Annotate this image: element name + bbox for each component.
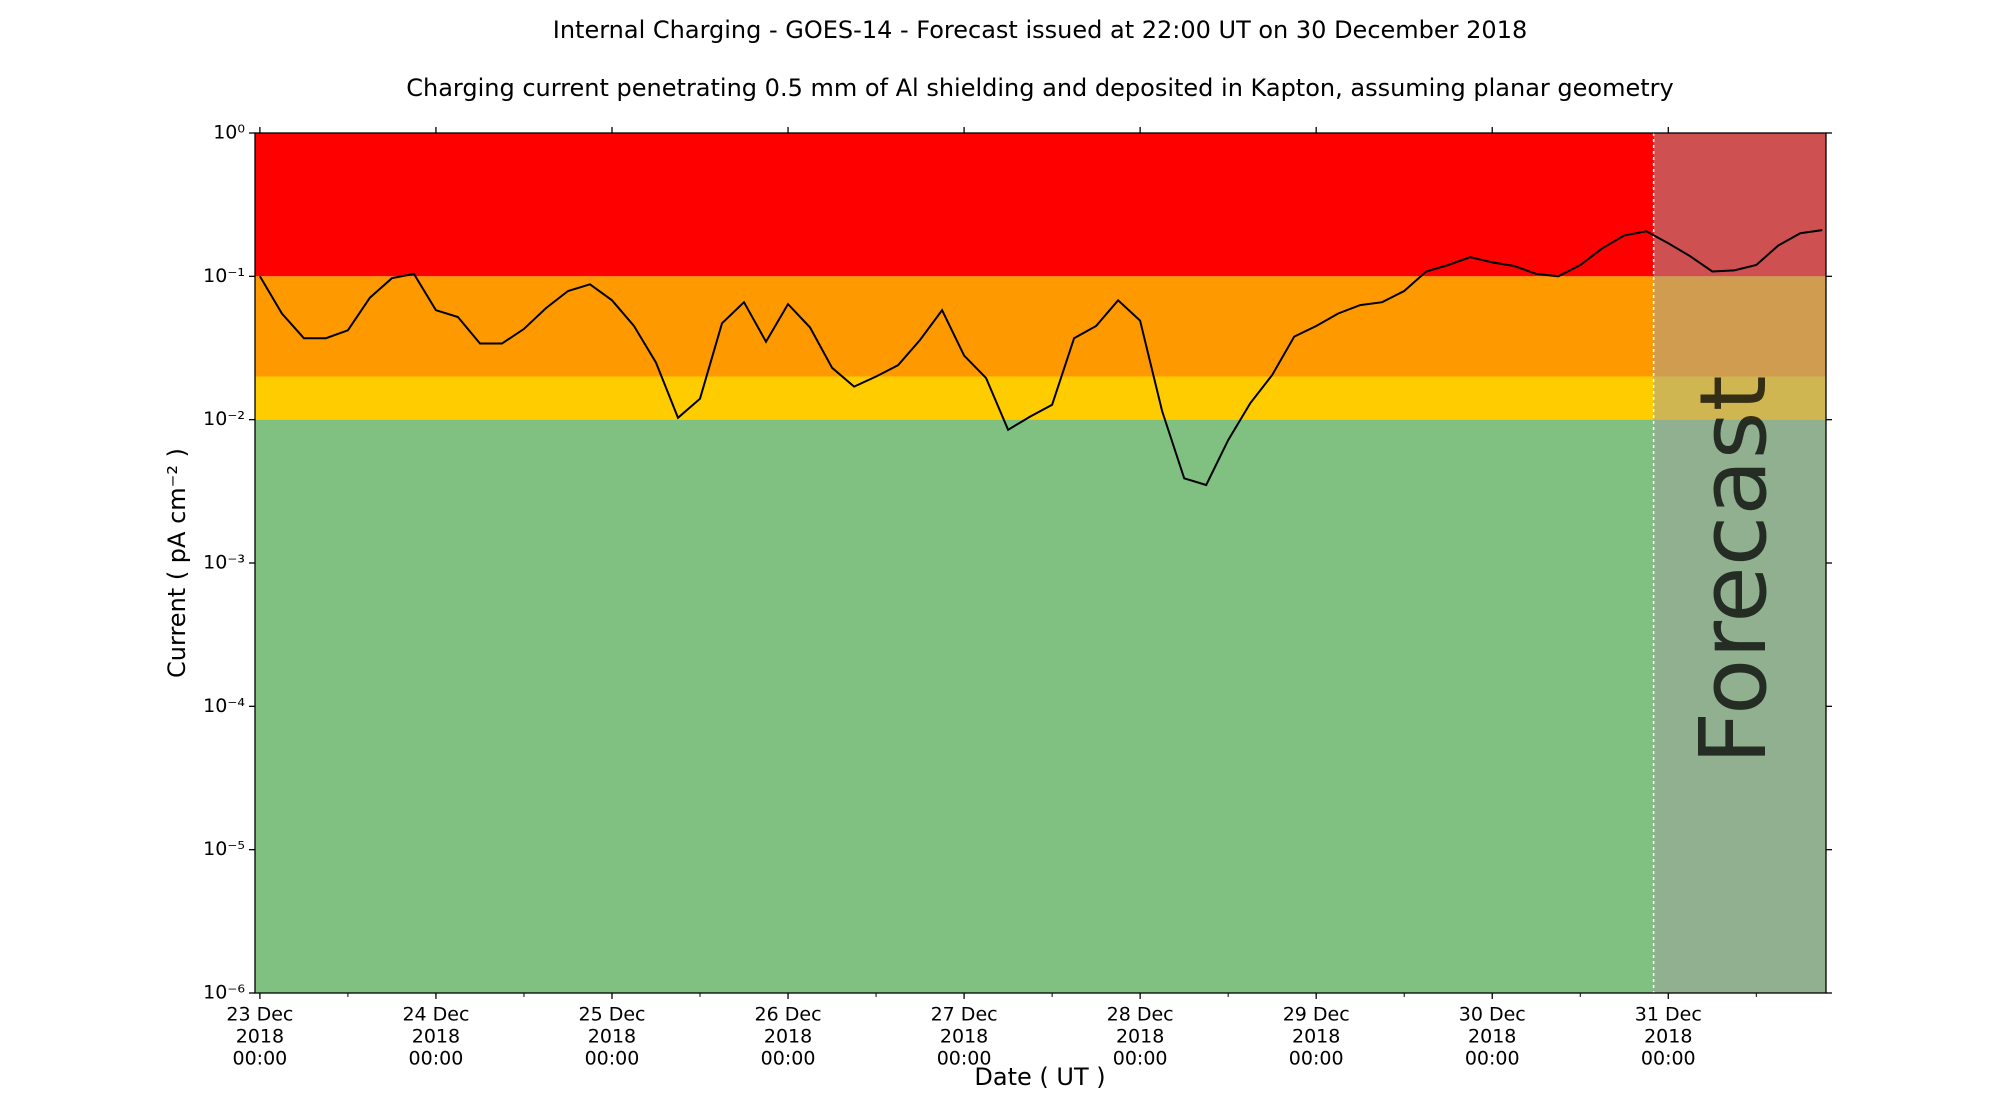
x-axis-label: Date ( UT ) xyxy=(974,1063,1105,1091)
x-tick-label: 26 Dec xyxy=(755,1004,822,1026)
x-tick-label: 28 Dec xyxy=(1107,1004,1174,1026)
threshold-zone xyxy=(255,133,1826,277)
x-tick-label: 00:00 xyxy=(761,1048,816,1070)
x-tick-label: 29 Dec xyxy=(1283,1004,1350,1026)
chart-subtitle: Charging current penetrating 0.5 mm of A… xyxy=(406,74,1674,102)
threshold-zone xyxy=(255,376,1826,420)
forecast-region xyxy=(1653,133,1826,993)
data-line xyxy=(259,229,1823,487)
x-tick-label: 00:00 xyxy=(1465,1048,1520,1070)
x-tick-label: 24 Dec xyxy=(402,1004,469,1026)
x-tick-label: 2018 xyxy=(940,1026,988,1048)
threshold-zone xyxy=(255,276,1826,377)
x-tick-label: 00:00 xyxy=(233,1048,288,1070)
x-tick-label: 00:00 xyxy=(1113,1048,1168,1070)
y-tick-label: 10⁻⁵ xyxy=(203,838,245,860)
x-tick-label: 2018 xyxy=(1116,1026,1164,1048)
y-tick-label: 10⁻² xyxy=(203,408,245,430)
x-tick-label: 2018 xyxy=(236,1026,284,1048)
x-tick-label: 00:00 xyxy=(409,1048,464,1070)
threshold-zone xyxy=(255,419,1826,994)
x-tick-label: 2018 xyxy=(1644,1026,1692,1048)
forecast-label: Forecast xyxy=(1680,375,1787,764)
x-tick-label: 2018 xyxy=(412,1026,460,1048)
x-tick-label: 2018 xyxy=(764,1026,812,1048)
y-axis-label: Current ( pA cm⁻² ) xyxy=(163,448,191,678)
y-tick-label: 10⁻⁶ xyxy=(203,982,245,1004)
x-tick-label: 00:00 xyxy=(1641,1048,1696,1070)
x-tick-label: 25 Dec xyxy=(578,1004,645,1026)
x-tick-label: 00:00 xyxy=(1289,1048,1344,1070)
y-tick-label: 10⁻³ xyxy=(203,552,245,574)
x-tick-label: 2018 xyxy=(1468,1026,1516,1048)
x-tick-label: 2018 xyxy=(588,1026,636,1048)
x-tick-label: 2018 xyxy=(1292,1026,1340,1048)
y-tick-label: 10⁻⁴ xyxy=(203,695,245,717)
x-tick-label: 23 Dec xyxy=(226,1004,293,1026)
x-tick-label: 31 Dec xyxy=(1635,1004,1702,1026)
x-tick-label: 00:00 xyxy=(937,1048,992,1070)
x-tick-label: 30 Dec xyxy=(1459,1004,1526,1026)
chart-title: Internal Charging - GOES-14 - Forecast i… xyxy=(553,16,1527,44)
y-tick-label: 10⁻¹ xyxy=(203,265,245,287)
x-tick-label: 00:00 xyxy=(585,1048,640,1070)
x-tick-label: 27 Dec xyxy=(931,1004,998,1026)
y-tick-label: 10⁰ xyxy=(213,122,245,144)
